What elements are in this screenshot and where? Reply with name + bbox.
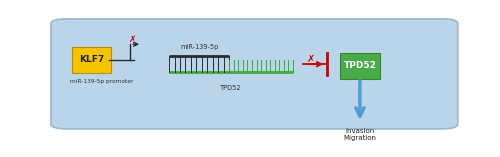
Text: ✗: ✗ [306,54,314,64]
Text: miR-139-5p promoter: miR-139-5p promoter [70,79,133,84]
FancyBboxPatch shape [340,53,380,79]
Text: Invasion
Migration: Invasion Migration [344,128,376,141]
Text: KLF7: KLF7 [79,55,104,64]
Text: TPD52: TPD52 [344,62,376,70]
FancyBboxPatch shape [51,19,458,129]
Text: miR-139-5p: miR-139-5p [180,44,218,50]
Text: TPD52: TPD52 [220,85,242,91]
FancyBboxPatch shape [72,47,111,73]
Text: ✗: ✗ [128,35,136,44]
